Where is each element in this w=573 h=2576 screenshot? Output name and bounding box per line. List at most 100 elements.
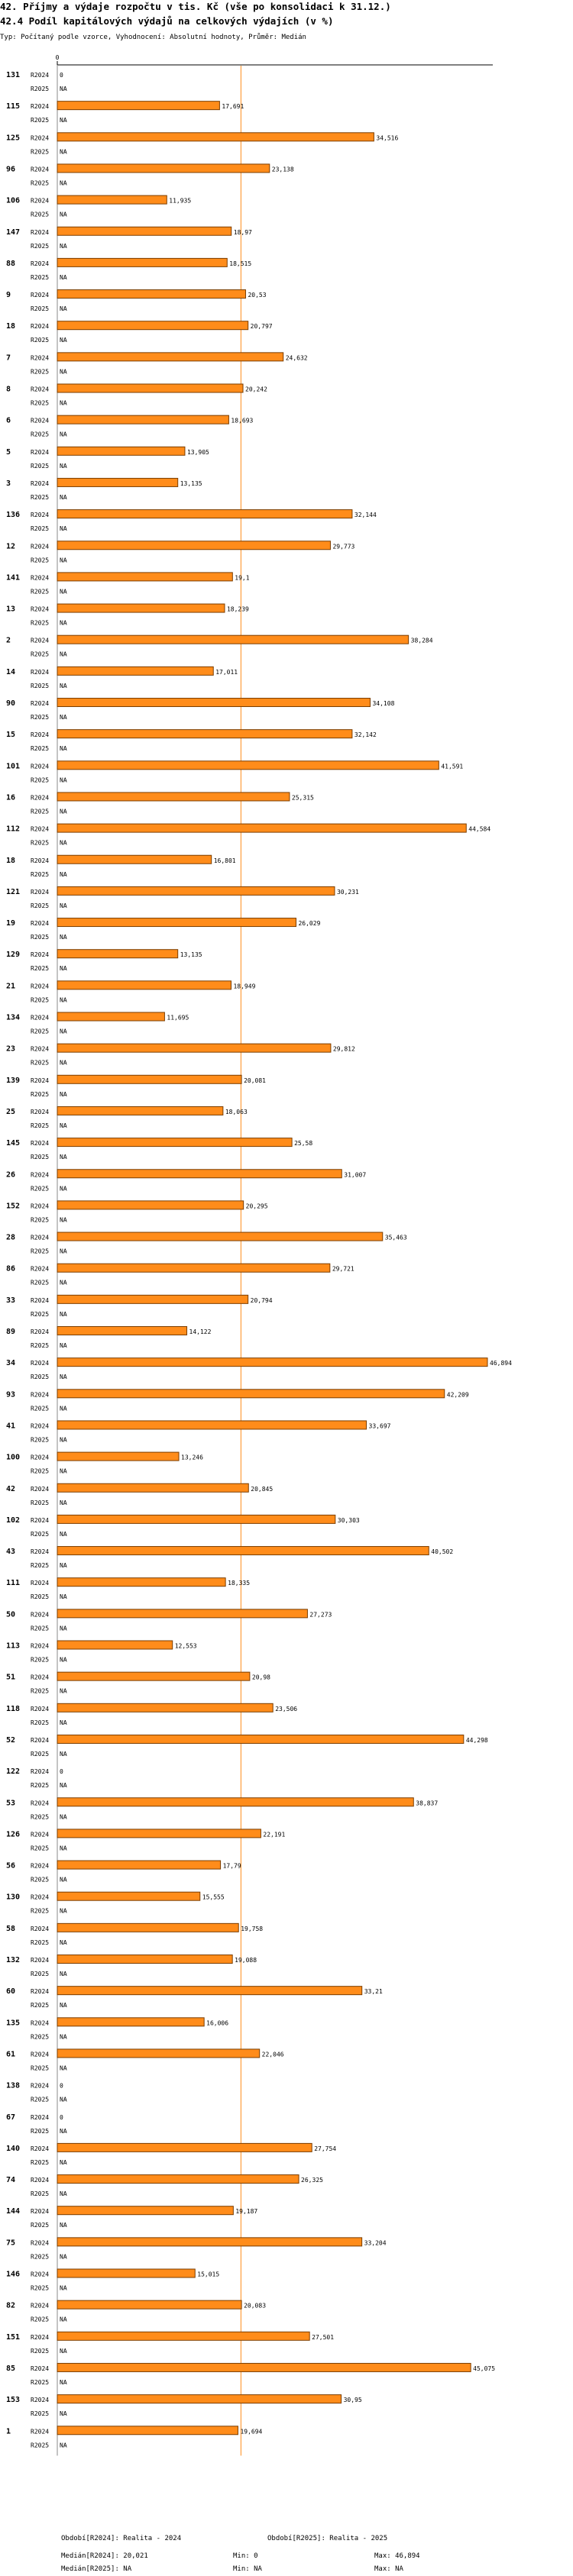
group-label: 152 [6, 1202, 20, 1210]
group-label: 7 [6, 353, 11, 362]
series-label: R2024 [31, 1894, 49, 1901]
value-label: NA [60, 588, 67, 595]
value-label: 15,015 [197, 2271, 219, 2278]
bar [57, 980, 231, 990]
bar [57, 823, 467, 833]
value-label: NA [60, 2379, 67, 2386]
group-label: 9 [6, 291, 11, 299]
series-label: R2025 [31, 1280, 49, 1286]
value-label: 16,801 [214, 857, 236, 864]
value-label: 20,53 [248, 292, 266, 299]
value-label: NA [60, 1751, 67, 1758]
series-label: R2024 [31, 229, 49, 236]
value-label: 18,693 [231, 418, 253, 424]
value-label: NA [60, 934, 67, 941]
bar [57, 1389, 445, 1399]
group-label: 136 [6, 511, 20, 519]
bar [57, 1357, 488, 1367]
series-label: R2025 [31, 2033, 49, 2040]
series-label: R2024 [31, 1517, 49, 1524]
value-label: NA [60, 1719, 67, 1726]
series-label: R2025 [31, 588, 49, 595]
series-label: R2024 [31, 449, 49, 456]
series-label: R2025 [31, 2442, 49, 2448]
value-label: 19,694 [240, 2428, 262, 2435]
value-label: 23,506 [275, 1706, 297, 1712]
value-label: 46,894 [490, 1360, 512, 1367]
bar [57, 1891, 201, 1901]
value-label: NA [60, 557, 67, 563]
bar [57, 1420, 367, 1430]
series-label: R2024 [31, 1360, 49, 1367]
series-label: R2025 [31, 557, 49, 563]
series-label: R2025 [31, 400, 49, 407]
series-label: R2025 [31, 1028, 49, 1035]
bar [57, 195, 167, 205]
group-label: 102 [6, 1516, 20, 1525]
bar [57, 572, 233, 582]
value-label: 15,555 [202, 1894, 225, 1901]
group-label: 153 [6, 2396, 20, 2404]
value-label: 22,046 [262, 2051, 284, 2058]
value-label: 27,273 [309, 1611, 332, 1618]
series-label: R2025 [31, 1374, 49, 1380]
value-label: 20,083 [244, 2303, 266, 2310]
bar [57, 289, 246, 299]
value-label: NA [60, 148, 67, 155]
series-label: R2025 [31, 1971, 49, 1977]
series-label: R2024 [31, 1988, 49, 1995]
group-label: 121 [6, 888, 20, 896]
series-label: R2024 [31, 951, 49, 958]
series-label: R2025 [31, 651, 49, 658]
group-label: 56 [6, 1862, 15, 1871]
value-label: 20,081 [244, 1077, 266, 1084]
series-label: R2024 [31, 2208, 49, 2215]
series-label: R2025 [31, 1185, 49, 1192]
series-label: R2024 [31, 418, 49, 424]
value-label: NA [60, 1185, 67, 1192]
footer-period-2025: Období[R2025]: Realita - 2025 [267, 2535, 388, 2542]
series-label: R2025 [31, 1751, 49, 1758]
value-label: NA [60, 776, 67, 783]
value-label: 22,191 [263, 1831, 285, 1838]
series-label: R2025 [31, 2348, 49, 2355]
value-label: NA [60, 808, 67, 815]
group-label: 106 [6, 197, 20, 205]
series-label: R2024 [31, 857, 49, 864]
value-label: 20,295 [246, 1202, 268, 1209]
series-label: R2024 [31, 2397, 49, 2403]
bar [57, 415, 229, 424]
bar [57, 1986, 363, 1996]
value-label: NA [60, 902, 67, 909]
value-label: 19,758 [241, 1926, 263, 1932]
value-label: NA [60, 2410, 67, 2417]
value-label: NA [60, 525, 67, 532]
series-label: R2024 [31, 134, 49, 141]
series-label: R2024 [31, 1109, 49, 1115]
value-label: 38,284 [411, 638, 433, 644]
group-label: 141 [6, 573, 20, 582]
series-label: R2025 [31, 1248, 49, 1255]
value-label: 20,98 [252, 1674, 270, 1681]
value-label: 25,315 [292, 794, 314, 801]
series-label: R2025 [31, 1311, 49, 1318]
series-label: R2025 [31, 1625, 49, 1632]
series-label: R2024 [31, 2271, 49, 2278]
value-label: 30,303 [338, 1517, 360, 1524]
series-label: R2025 [31, 1908, 49, 1915]
value-label: NA [60, 1877, 67, 1884]
bar [57, 1640, 173, 1650]
value-label: 17,691 [222, 103, 244, 110]
value-label: 30,231 [337, 889, 359, 896]
bar [57, 603, 225, 613]
bar [57, 1138, 293, 1148]
value-label: NA [60, 620, 67, 627]
value-label: NA [60, 274, 67, 281]
bar [57, 2237, 363, 2247]
value-label: NA [60, 1657, 67, 1664]
value-label: NA [60, 1216, 67, 1223]
bar [57, 1955, 233, 1964]
value-label: 20,797 [251, 323, 273, 330]
group-label: 151 [6, 2333, 20, 2342]
series-label: R2024 [31, 386, 49, 393]
